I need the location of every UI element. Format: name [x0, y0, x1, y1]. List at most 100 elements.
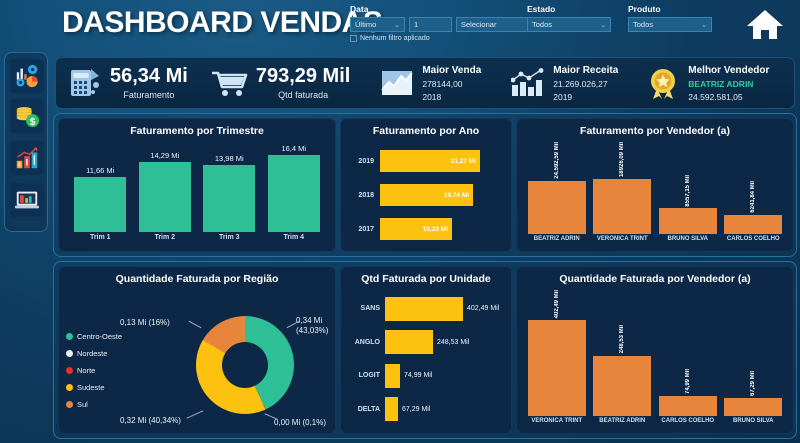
bar-value-label: 18926,09 Mil — [619, 142, 626, 178]
bar[interactable] — [593, 355, 652, 416]
legend-item: Norte — [66, 366, 122, 375]
bar-line-chart-icon — [511, 68, 545, 98]
bar-value-label: 14,29 Mi — [150, 151, 180, 161]
bar-item: 2017 15,33 Mi — [348, 218, 506, 240]
relative-date-count-value: 1 — [414, 20, 419, 29]
estado-value: Todos — [532, 20, 553, 29]
bar[interactable] — [385, 330, 433, 355]
bar-chart-growth-icon — [16, 147, 38, 169]
donut-label-centro-oeste: 0,34 Mi (43,03%) — [296, 316, 328, 336]
bar[interactable] — [527, 320, 586, 416]
kpi-melhor-vendedor-name: BEATRIZ ADRIN — [688, 78, 754, 89]
bar-value-label: 74,99 Mil — [684, 368, 691, 394]
bar-item: SANS 402,49 Mil — [346, 296, 508, 321]
kpi-maior-venda: Maior Venda 278144,00 2018 — [380, 58, 481, 108]
analytics-settings-icon — [16, 64, 38, 88]
kpi-qtd-faturada: 793,29 Mil Qtd faturada — [210, 58, 350, 108]
sidebar-item-growth[interactable] — [10, 141, 44, 175]
bar-item: 8557,15 Mil — [658, 142, 717, 234]
sidebar-item-finance[interactable]: $ — [10, 99, 44, 133]
bar-item: 6241,84 Mil — [724, 142, 783, 234]
bar[interactable] — [203, 165, 256, 232]
produto-select[interactable]: Todos ⌄ — [628, 17, 712, 32]
legend-item: Sudeste — [66, 383, 122, 392]
bar[interactable] — [658, 208, 717, 234]
bar[interactable] — [385, 363, 400, 388]
chart-title: Faturamento por Trimestre — [130, 125, 264, 137]
filter-label-data: Data — [350, 4, 369, 14]
chart-quantidade-faturada-por-vendedor: Quantidade Faturada por Vendedor (a) 402… — [516, 266, 794, 434]
bar-value-label: 21,27 Mi — [450, 157, 476, 165]
bar[interactable] — [724, 214, 783, 234]
donut-label-sul: 0,13 Mi (16%) — [120, 318, 170, 327]
line-chart-icon — [380, 68, 414, 98]
bar[interactable] — [74, 177, 127, 232]
bar-value-label: 248,53 Mil — [619, 325, 626, 354]
kpi-maior-receita: Maior Receita 21.269.026,27 2019 — [511, 58, 618, 108]
no-filter-applied-note: Nenhum filtro aplicado — [350, 35, 566, 42]
bar-value-label: 8557,15 Mil — [684, 174, 691, 207]
bar-item: 24.592,59 Mil — [527, 142, 586, 234]
relative-date-operator-value: Último — [355, 20, 377, 29]
legend-swatch — [66, 350, 73, 357]
produto-value: Todos — [633, 20, 654, 29]
bar-value-label: 19,74 Mi — [443, 191, 469, 199]
charts-row-top: Faturamento por Trimestre 11,66 Mi 14,29… — [53, 113, 797, 257]
bar-item: 14,29 Mi — [138, 144, 191, 232]
bar[interactable] — [385, 397, 398, 422]
relative-date-operator-select[interactable]: Último ⌄ — [350, 17, 405, 32]
kpi-faturamento-label: Faturamento — [123, 90, 175, 100]
bar-value-label: 67,29 Mil — [402, 405, 431, 413]
bar[interactable] — [658, 395, 717, 416]
chart-faturamento-por-trimestre: Faturamento por Trimestre 11,66 Mi 14,29… — [58, 118, 336, 252]
bar-item: 2018 19,74 Mi — [348, 184, 506, 206]
kpi-melhor-vendedor-amount: 24.592.581,05 — [688, 91, 743, 102]
checkbox-icon[interactable] — [350, 35, 357, 42]
x-tick-label: VERONICA TRINT — [531, 418, 583, 424]
kpi-faturamento-value: 56,34 Mi — [110, 65, 188, 87]
bar[interactable]: 15,33 Mi — [380, 218, 452, 240]
x-tick-label: Trim 3 — [218, 234, 240, 241]
chart-faturamento-por-ano: Faturamento por Ano 2019 21,27 Mi 2018 1… — [340, 118, 512, 252]
bar-item: 248,53 Mil — [593, 290, 652, 416]
bar[interactable] — [385, 296, 463, 321]
bar-value-label: 402,49 Mil — [553, 290, 560, 319]
bar-value-label: 74,99 Mil — [404, 372, 433, 380]
no-filter-applied-label: Nenhum filtro aplicado — [360, 35, 430, 42]
chart-title: Faturamento por Ano — [372, 125, 480, 137]
x-tick-label: CARLOS COELHO — [726, 236, 780, 242]
chevron-down-icon: ⌄ — [394, 21, 400, 29]
shopping-cart-icon — [210, 68, 248, 98]
bar[interactable] — [527, 180, 586, 234]
donut-chart[interactable] — [196, 316, 294, 414]
filter-label-produto: Produto — [628, 4, 661, 14]
filter-group-estado: Estado Todos ⌄ — [527, 4, 611, 32]
x-tick-label: VERONICA TRINT — [596, 236, 648, 242]
bar[interactable] — [593, 179, 652, 234]
bar[interactable] — [138, 162, 191, 232]
legend-swatch — [66, 367, 73, 374]
x-tick-label: BEATRIZ ADRIN — [599, 418, 646, 424]
x-axis-labels: Trim 1 Trim 2 Trim 3 Trim 4 — [68, 234, 326, 248]
svg-text:$: $ — [30, 117, 36, 128]
home-icon[interactable] — [744, 6, 786, 42]
kpi-maior-venda-year: 2018 — [422, 91, 442, 102]
bar[interactable]: 21,27 Mi — [380, 150, 480, 172]
y-tick-label: 2019 — [358, 157, 374, 165]
sidebar-item-analytics[interactable] — [10, 59, 44, 93]
bar[interactable] — [267, 155, 320, 232]
estado-select[interactable]: Todos ⌄ — [527, 17, 611, 32]
bar-value-label: 248,53 Mil — [437, 338, 470, 346]
kpi-melhor-vendedor-title: Melhor Vendedor — [688, 64, 770, 76]
chart-faturamento-por-vendedor: Faturamento por Vendedor (a) 24.592,59 M… — [516, 118, 794, 252]
legend: Centro-Oeste Nordeste Norte Sudeste Sul — [66, 332, 122, 417]
x-tick-label: CARLOS COELHO — [661, 418, 715, 424]
y-tick-label: ANGLO — [354, 338, 380, 346]
bar-item: 18926,09 Mil — [593, 142, 652, 234]
sidebar-item-dashboard[interactable] — [10, 183, 44, 217]
relative-date-count-input[interactable]: 1 — [409, 17, 452, 32]
bar[interactable]: 19,74 Mi — [380, 184, 473, 206]
bar-value-label: 13,98 Mi — [214, 154, 244, 164]
x-tick-label: BRUNO SILVA — [733, 418, 774, 424]
bar[interactable] — [724, 398, 783, 416]
